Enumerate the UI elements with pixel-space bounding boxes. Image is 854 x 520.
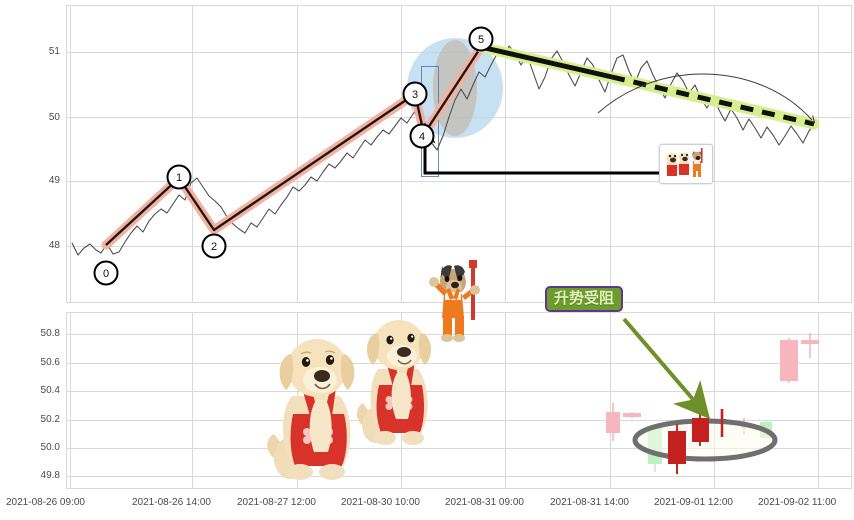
dog-overalls-large-icon xyxy=(267,339,355,480)
zigzag-marker-3: 3 xyxy=(402,81,428,107)
zigzag-marker-0: 0 xyxy=(93,260,119,286)
zigzag-marker-4: 4 xyxy=(409,123,435,149)
resistance-label-tag[interactable]: 升势受阻 xyxy=(545,286,624,312)
svg-text:4: 4 xyxy=(419,131,425,143)
top-ytick-49: 49 xyxy=(48,175,60,186)
svg-text:0: 0 xyxy=(103,268,109,280)
svg-text:5: 5 xyxy=(478,34,484,46)
annotation-thumbnail-box[interactable] xyxy=(659,144,713,184)
zigzag-line xyxy=(105,46,483,246)
svg-text:2: 2 xyxy=(211,241,217,253)
bottom-ytick-49-8: 49.8 xyxy=(40,470,60,481)
zigzag-marker-2: 2 xyxy=(201,233,227,259)
xtick-6: 2021-09-01 12:00 xyxy=(654,497,733,508)
top-ytick-50: 50 xyxy=(48,112,60,123)
bottom-ytick-50-4: 50.4 xyxy=(40,385,60,396)
candle-2 xyxy=(623,412,641,418)
svg-text:3: 3 xyxy=(412,89,418,101)
zigzag-marker-1: 1 xyxy=(166,164,192,190)
dog-worker-with-tool-icon xyxy=(429,260,480,342)
zigzag-marker-5: 5 xyxy=(468,26,494,52)
callout-connector xyxy=(414,122,660,175)
dog-overalls-medium-icon xyxy=(356,320,432,445)
candle-10 xyxy=(801,333,819,358)
candle-9 xyxy=(780,338,798,383)
forecast-trend xyxy=(475,41,820,130)
projection-arc xyxy=(597,73,812,120)
bottom-ytick-50-2: 50.2 xyxy=(40,414,60,425)
forecast-solid-segment xyxy=(480,44,613,80)
xtick-3: 2021-08-30 10:00 xyxy=(341,497,420,508)
top-ytick-48: 48 xyxy=(48,240,60,251)
xtick-0: 2021-08-26 09:00 xyxy=(6,497,85,508)
xtick-5: 2021-08-31 14:00 xyxy=(550,497,629,508)
candles-above-ellipse xyxy=(668,409,724,474)
top-ytick-51: 51 xyxy=(48,46,60,57)
xtick-2: 2021-08-27 12:00 xyxy=(237,497,316,508)
xtick-1: 2021-08-26 14:00 xyxy=(132,497,211,508)
xtick-4: 2021-08-31 09:00 xyxy=(445,497,524,508)
resistance-arrow xyxy=(622,317,711,420)
bottom-ytick-50-0: 50.0 xyxy=(40,442,60,453)
bottom-ytick-50-6: 50.6 xyxy=(40,357,60,368)
thumbnail-dogs-icon xyxy=(666,148,703,177)
zigzag-trend xyxy=(101,42,486,250)
candle-1 xyxy=(606,403,620,441)
xtick-7: 2021-09-02 11:00 xyxy=(758,497,837,508)
bottom-ytick-50-8: 50.8 xyxy=(40,328,60,339)
zigzag-markers: 0 1 2 3 4 5 xyxy=(93,26,494,286)
svg-text:1: 1 xyxy=(176,172,182,184)
